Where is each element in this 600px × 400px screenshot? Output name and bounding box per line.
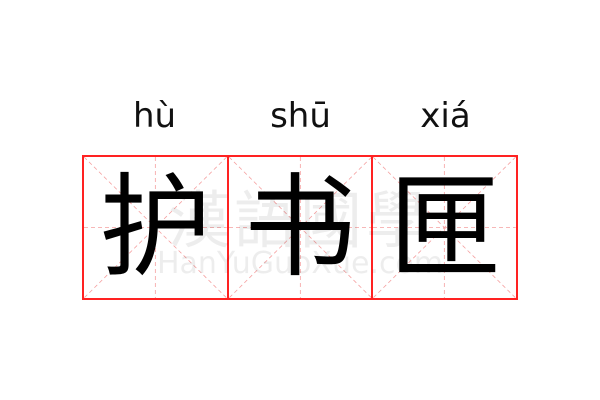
character-cell: 书 [229,157,374,298]
character: 匣 [388,162,501,293]
character-cell: 护 [84,157,229,298]
pinyin-2: shū [270,96,331,136]
character: 护 [99,162,212,293]
guide-lines [84,157,227,298]
pinyin-3: xiá [420,96,471,136]
character-cell: 匣 [373,157,516,298]
character: 书 [244,162,356,293]
character-grid: 护 书 匣 [82,155,518,300]
pinyin-1: hù [132,96,177,136]
guide-lines [373,157,516,298]
guide-lines [229,157,372,298]
